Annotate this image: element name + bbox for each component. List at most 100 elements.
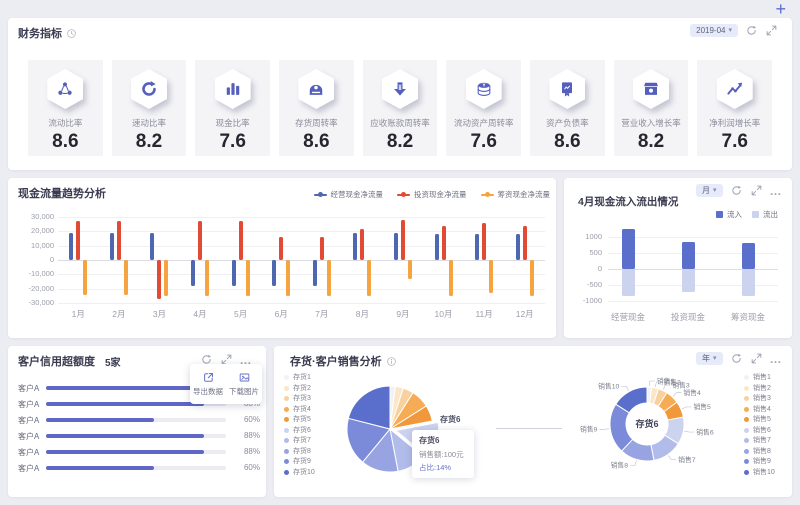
bar-segment[interactable] — [741, 243, 755, 269]
legend-item[interactable]: 存货10 — [284, 469, 315, 476]
bar-segment[interactable] — [150, 233, 155, 260]
bar-segment[interactable] — [238, 221, 243, 260]
expand-icon[interactable] — [220, 353, 233, 366]
legend-dot — [744, 385, 749, 391]
bar-segment[interactable] — [245, 260, 250, 296]
legend-item[interactable]: 存货9 — [284, 458, 315, 465]
bar-segment[interactable] — [515, 234, 520, 260]
legend-item[interactable]: 筹资现金净流量 — [480, 189, 550, 200]
bar-segment[interactable] — [109, 233, 114, 260]
legend-item[interactable]: 存货2 — [284, 385, 315, 392]
legend-label: 存货5 — [293, 416, 311, 423]
bar-segment[interactable] — [286, 260, 291, 296]
bar-segment[interactable] — [621, 269, 635, 297]
bar-segment[interactable] — [621, 229, 635, 269]
expand-icon[interactable] — [765, 24, 778, 37]
pie-slice-存货9[interactable] — [346, 417, 391, 463]
bar-segment[interactable] — [205, 260, 210, 296]
legend-item[interactable]: 存货1 — [284, 374, 315, 381]
bar-segment[interactable] — [434, 234, 439, 260]
legend-item[interactable]: 存货7 — [284, 437, 315, 444]
bar-segment[interactable] — [123, 260, 128, 296]
legend-item[interactable]: 存货8 — [284, 448, 315, 455]
year-dropdown[interactable]: 年 ▾ — [695, 352, 723, 365]
legend-dot — [317, 192, 323, 197]
refresh-icon[interactable] — [730, 184, 743, 197]
bar-segment[interactable] — [231, 260, 236, 286]
bar-segment[interactable] — [367, 260, 372, 296]
bar-segment[interactable] — [83, 260, 88, 296]
legend-item[interactable]: 存货4 — [284, 406, 315, 413]
pie-slice-存货5[interactable] — [389, 405, 433, 430]
month-dropdown[interactable]: 月 ▾ — [695, 184, 723, 197]
bar-segment[interactable] — [312, 260, 317, 286]
bar-segment[interactable] — [319, 237, 324, 260]
download-image-button[interactable]: 下载图片 — [226, 364, 262, 404]
add-widget-button[interactable]: + — [775, 0, 786, 19]
legend-item[interactable]: 销售7 — [744, 437, 775, 444]
more-options-icon[interactable]: … — [769, 183, 782, 198]
refresh-icon[interactable] — [745, 24, 758, 37]
bar-segment[interactable] — [272, 260, 277, 286]
legend-item[interactable]: 销售6 — [744, 427, 775, 434]
bar-segment[interactable] — [393, 233, 398, 260]
more-options-icon[interactable]: … — [239, 352, 252, 367]
refresh-icon[interactable] — [730, 352, 743, 365]
bar-segment[interactable] — [741, 269, 755, 297]
legend-dot — [744, 417, 749, 422]
bar-segment[interactable] — [475, 234, 480, 260]
credit-bar-track — [46, 386, 226, 390]
bar-segment[interactable] — [157, 260, 162, 299]
legend-item[interactable]: 流入 — [716, 209, 742, 220]
bar-segment[interactable] — [279, 237, 284, 260]
bar-segment[interactable] — [407, 260, 412, 279]
bar-segment[interactable] — [191, 260, 196, 286]
legend-item[interactable]: 销售1 — [744, 374, 775, 381]
legend-item[interactable]: 投资现金净流量 — [397, 189, 467, 200]
legend-item[interactable]: 销售2 — [744, 385, 775, 392]
bar-segment[interactable] — [76, 221, 81, 260]
bar-segment[interactable] — [326, 260, 331, 296]
bar-segment[interactable] — [529, 260, 534, 296]
more-options-icon[interactable]: … — [769, 351, 782, 366]
refresh-icon[interactable] — [200, 353, 213, 366]
legend-item[interactable]: 存货3 — [284, 395, 315, 402]
bar-segment[interactable] — [482, 223, 487, 260]
bar-segment[interactable] — [198, 221, 203, 260]
legend-item[interactable]: 经营现金净流量 — [313, 189, 383, 200]
bar-segment[interactable] — [489, 260, 494, 293]
bar-segment[interactable] — [116, 221, 121, 260]
legend-item[interactable]: 销售8 — [744, 448, 775, 455]
credit-bar-fill[interactable] — [46, 418, 154, 422]
legend-item[interactable]: 销售10 — [744, 469, 775, 476]
bar-segment[interactable] — [441, 225, 446, 260]
legend-item[interactable]: 销售3 — [744, 395, 775, 402]
donut-slice-销售10[interactable] — [615, 386, 648, 414]
bar-segment[interactable] — [353, 233, 358, 260]
export-data-button[interactable]: 导出数据 — [190, 364, 226, 404]
legend-label: 销售9 — [753, 458, 771, 465]
pie-slice-存货10[interactable] — [347, 385, 391, 430]
credit-bar-fill[interactable] — [46, 402, 205, 406]
bar-segment[interactable] — [69, 233, 74, 260]
legend-item[interactable]: 流出 — [752, 209, 778, 220]
legend-item[interactable]: 销售5 — [744, 416, 775, 423]
bar-segment[interactable] — [360, 229, 365, 260]
bar-segment[interactable] — [522, 226, 527, 260]
bar-segment[interactable] — [681, 241, 695, 269]
bar-segment[interactable] — [681, 269, 695, 293]
expand-icon[interactable] — [750, 352, 763, 365]
bar-segment[interactable] — [164, 260, 169, 296]
legend-item[interactable]: 存货5 — [284, 416, 315, 423]
legend-item[interactable]: 存货6 — [284, 427, 315, 434]
period-dropdown[interactable]: 2019-04 ▾ — [690, 24, 738, 37]
legend-item[interactable]: 销售4 — [744, 406, 775, 413]
credit-bar-fill[interactable] — [46, 434, 205, 438]
credit-bar-fill[interactable] — [46, 466, 154, 470]
credit-bar-fill[interactable] — [46, 450, 205, 454]
expand-icon[interactable] — [750, 184, 763, 197]
bar-segment[interactable] — [448, 260, 453, 296]
credit-bar-fill[interactable] — [46, 386, 205, 390]
bar-segment[interactable] — [400, 219, 405, 260]
legend-item[interactable]: 销售9 — [744, 458, 775, 465]
